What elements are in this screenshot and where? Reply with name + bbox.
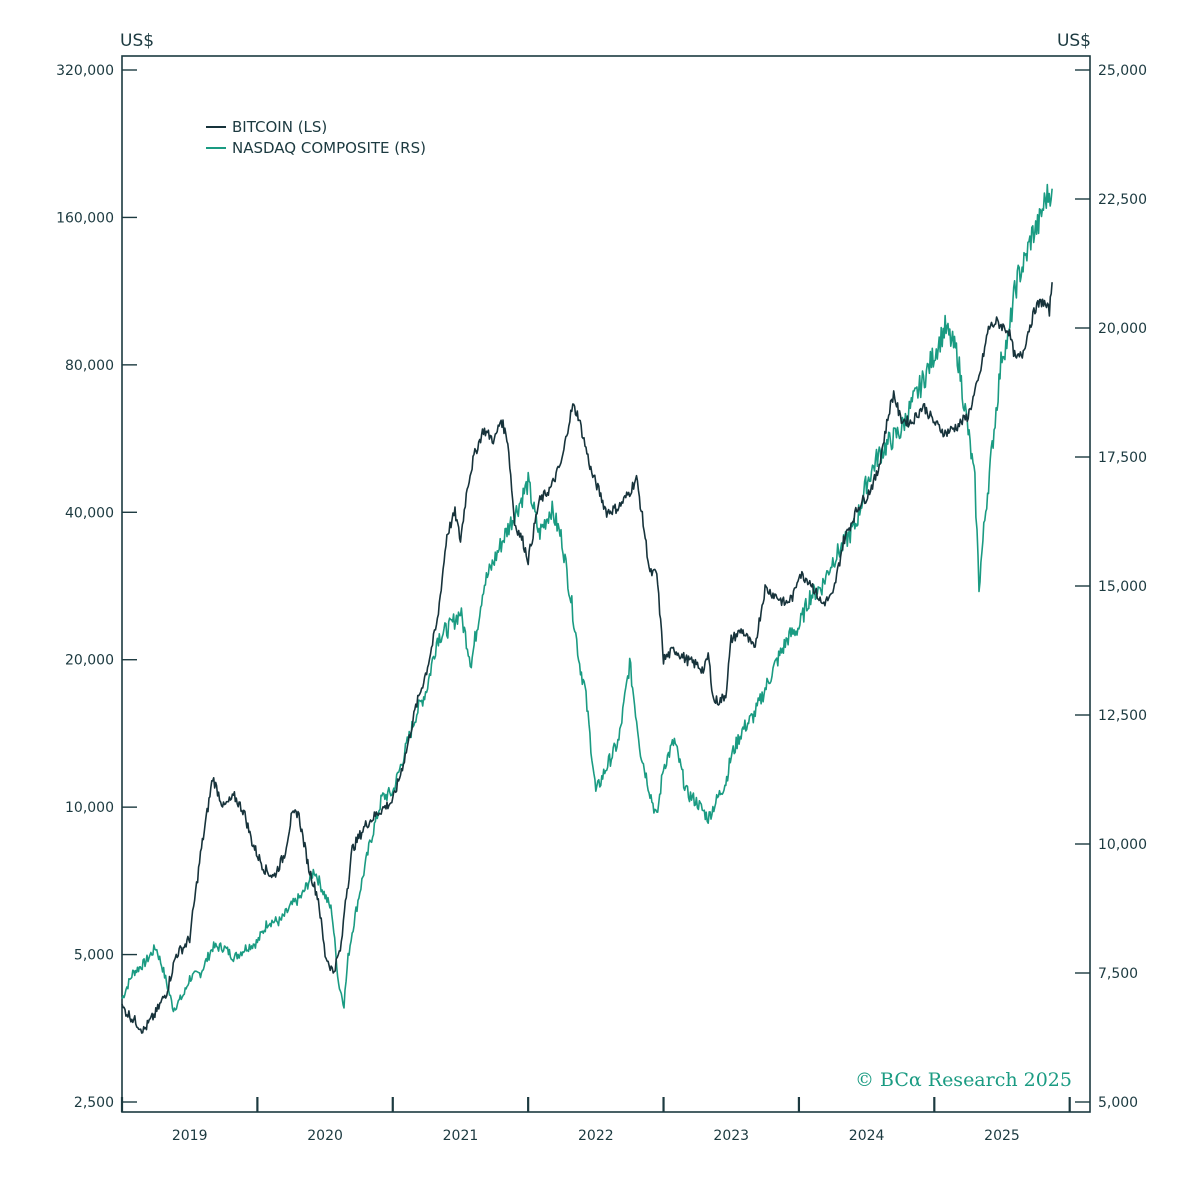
- legend: BITCOIN (LS) NASDAQ COMPOSITE (RS): [206, 118, 426, 157]
- left-tick-label: 320,000: [56, 63, 114, 79]
- left-axis-unit: US$: [120, 31, 154, 51]
- right-tick-label: 25,000: [1098, 63, 1147, 79]
- credit-text: © BCα Research 2025: [855, 1069, 1072, 1091]
- legend-label-bitcoin: BITCOIN (LS): [232, 118, 327, 136]
- x-tick-label: 2023: [713, 1128, 749, 1144]
- legend-label-nasdaq: NASDAQ COMPOSITE (RS): [232, 139, 426, 157]
- left-tick-label: 5,000: [74, 948, 114, 964]
- left-axis: 2,500 5,000 10,000 20,000 40,000 80,000 160,00…: [56, 63, 137, 1111]
- right-tick-label: 10,000: [1098, 837, 1147, 853]
- left-tick-label: 160,000: [56, 210, 114, 226]
- right-tick-label: 20,000: [1098, 321, 1147, 337]
- series-layer: [121, 183, 1053, 1034]
- series-line-bitcoin-ls: [121, 282, 1053, 1034]
- right-tick-label: 12,500: [1098, 708, 1147, 724]
- x-tick-label: 2022: [578, 1128, 614, 1144]
- right-axis-unit: US$: [1057, 31, 1091, 51]
- right-axis: 5,000 7,500 10,000 12,500 15,000 17,500 20,000…: [1075, 63, 1147, 1111]
- series-line-nasdaq-composite-rs: [121, 183, 1053, 1013]
- x-tick-label: 2021: [443, 1128, 479, 1144]
- right-tick-label: 15,000: [1098, 579, 1147, 595]
- left-tick-label: 10,000: [65, 800, 114, 816]
- x-tick-label: 2024: [849, 1128, 885, 1144]
- left-tick-label: 40,000: [65, 505, 114, 521]
- right-tick-label: 5,000: [1098, 1095, 1138, 1111]
- x-axis: 2019 2020 2021 2022 2023 2024 2025: [120, 1097, 1071, 1144]
- x-tick-label: 2019: [172, 1128, 208, 1144]
- left-tick-label: 80,000: [65, 358, 114, 374]
- x-tick-label: 2025: [984, 1128, 1020, 1144]
- plot-frame: [121, 55, 1091, 1113]
- right-tick-label: 22,500: [1098, 192, 1147, 208]
- right-tick-label: 17,500: [1098, 450, 1147, 466]
- left-tick-label: 20,000: [65, 653, 114, 669]
- right-tick-label: 7,500: [1098, 966, 1138, 982]
- left-tick-label: 2,500: [74, 1095, 114, 1111]
- x-tick-label: 2020: [307, 1128, 343, 1144]
